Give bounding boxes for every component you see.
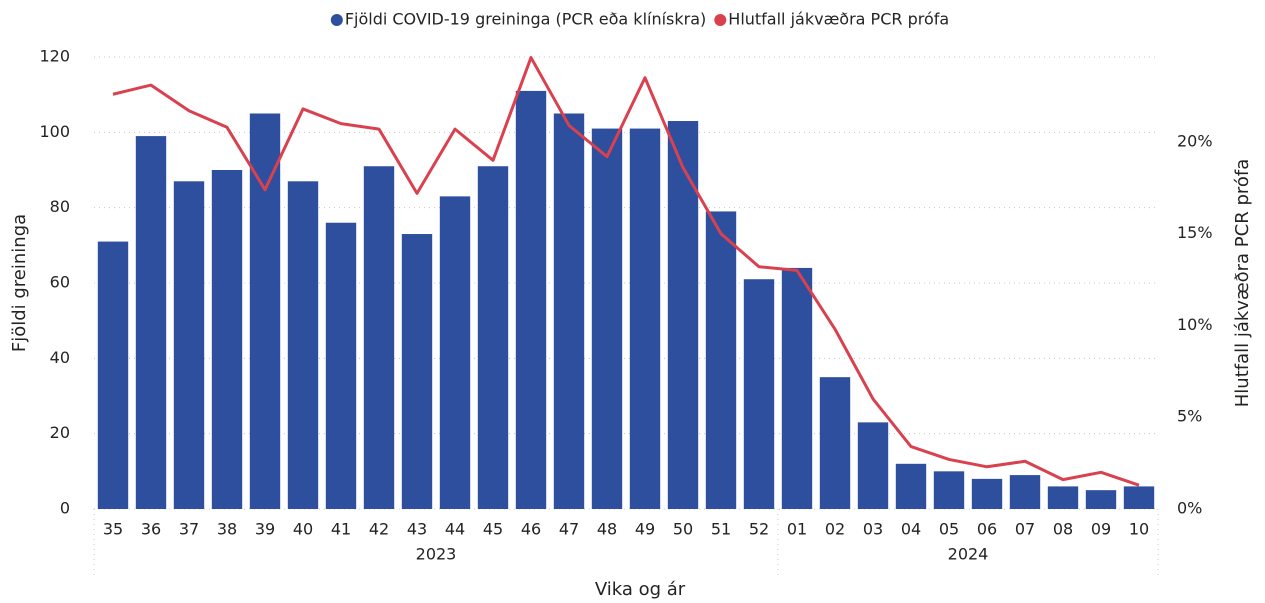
x-tick-label: 42: [369, 520, 389, 539]
bar: [1047, 486, 1079, 509]
bar: [819, 377, 851, 509]
x-tick-label: 35: [103, 520, 123, 539]
bar: [553, 113, 585, 509]
bar: [857, 422, 889, 509]
y-tick-label: 40: [50, 348, 70, 367]
x-tick-label: 52: [749, 520, 769, 539]
bar: [439, 196, 471, 509]
y-tick-label: 20: [50, 423, 70, 442]
x-tick-label: 49: [635, 520, 655, 539]
line: [112, 56, 1140, 487]
x-tick-label: 48: [597, 520, 617, 539]
y-tick-label: 0: [60, 499, 70, 518]
bar: [933, 471, 965, 509]
x-tick-label: 40: [293, 520, 313, 539]
x-tick-label: 07: [1015, 520, 1035, 539]
y2-tick-label: 15%: [1177, 223, 1213, 242]
bar: [629, 128, 661, 510]
bar: [1009, 475, 1041, 509]
x-tick-label: 45: [483, 520, 503, 539]
x-tick-label: 47: [559, 520, 579, 539]
bar: [971, 478, 1003, 509]
bar: [97, 241, 129, 510]
bar: [667, 121, 699, 510]
x-tick-label: 38: [217, 520, 237, 539]
x-tick-label: 05: [939, 520, 959, 539]
legend-label: Hlutfall jákvæðra PCR prófa: [728, 10, 949, 29]
x-group-label: 2023: [416, 545, 457, 564]
bar: [401, 234, 433, 510]
x-tick-label: 08: [1053, 520, 1073, 539]
bar: [477, 166, 509, 509]
y2-tick-label: 0%: [1177, 499, 1202, 518]
x-tick-label: 43: [407, 520, 427, 539]
x-tick-label: 37: [179, 520, 199, 539]
legend-marker: [330, 14, 343, 26]
bar: [363, 166, 395, 509]
y2-tick-label: 20%: [1177, 131, 1213, 150]
y-axis-title: Fjöldi greininga: [9, 214, 30, 352]
bar: [135, 136, 167, 509]
bar: [515, 90, 547, 510]
y-tick-label: 120: [39, 47, 70, 66]
bar: [287, 181, 319, 510]
bar: [1123, 486, 1155, 509]
bar: [705, 211, 737, 509]
y2-axis-title: Hlutfall jákvæðra PCR prófa: [1232, 159, 1253, 408]
bar: [743, 279, 775, 509]
x-tick-label: 10: [1129, 520, 1149, 539]
x-tick-label: 01: [787, 520, 807, 539]
y-tick-label: 80: [50, 197, 70, 216]
y2-tick-label: 5%: [1177, 407, 1202, 426]
x-axis-title: Vika og ár: [595, 579, 686, 599]
x-tick-label: 50: [673, 520, 693, 539]
bar: [249, 113, 281, 509]
x-tick-label: 41: [331, 520, 351, 539]
y-tick-label: 60: [50, 273, 70, 292]
x-tick-label: 44: [445, 520, 465, 539]
x-tick-label: 39: [255, 520, 275, 539]
y-tick-label: 100: [39, 122, 70, 141]
x-tick-label: 04: [901, 520, 921, 539]
x-group-label: 2024: [948, 545, 989, 564]
x-tick-label: 02: [825, 520, 845, 539]
x-tick-label: 06: [977, 520, 997, 539]
legend-label: Fjöldi COVID-19 greininga (PCR eða klíní…: [345, 10, 706, 29]
x-tick-label: 46: [521, 520, 541, 539]
legend-marker: [714, 14, 727, 26]
bar: [781, 267, 813, 509]
x-tick-label: 36: [141, 520, 161, 539]
y2-tick-label: 10%: [1177, 315, 1213, 334]
bar: [211, 170, 243, 509]
bar: [173, 181, 205, 510]
bar: [591, 128, 623, 510]
bar: [895, 463, 927, 509]
bar: [325, 222, 357, 509]
x-tick-label: 03: [863, 520, 883, 539]
x-tick-label: 51: [711, 520, 731, 539]
bar: [1085, 490, 1117, 509]
x-tick-label: 09: [1091, 520, 1111, 539]
